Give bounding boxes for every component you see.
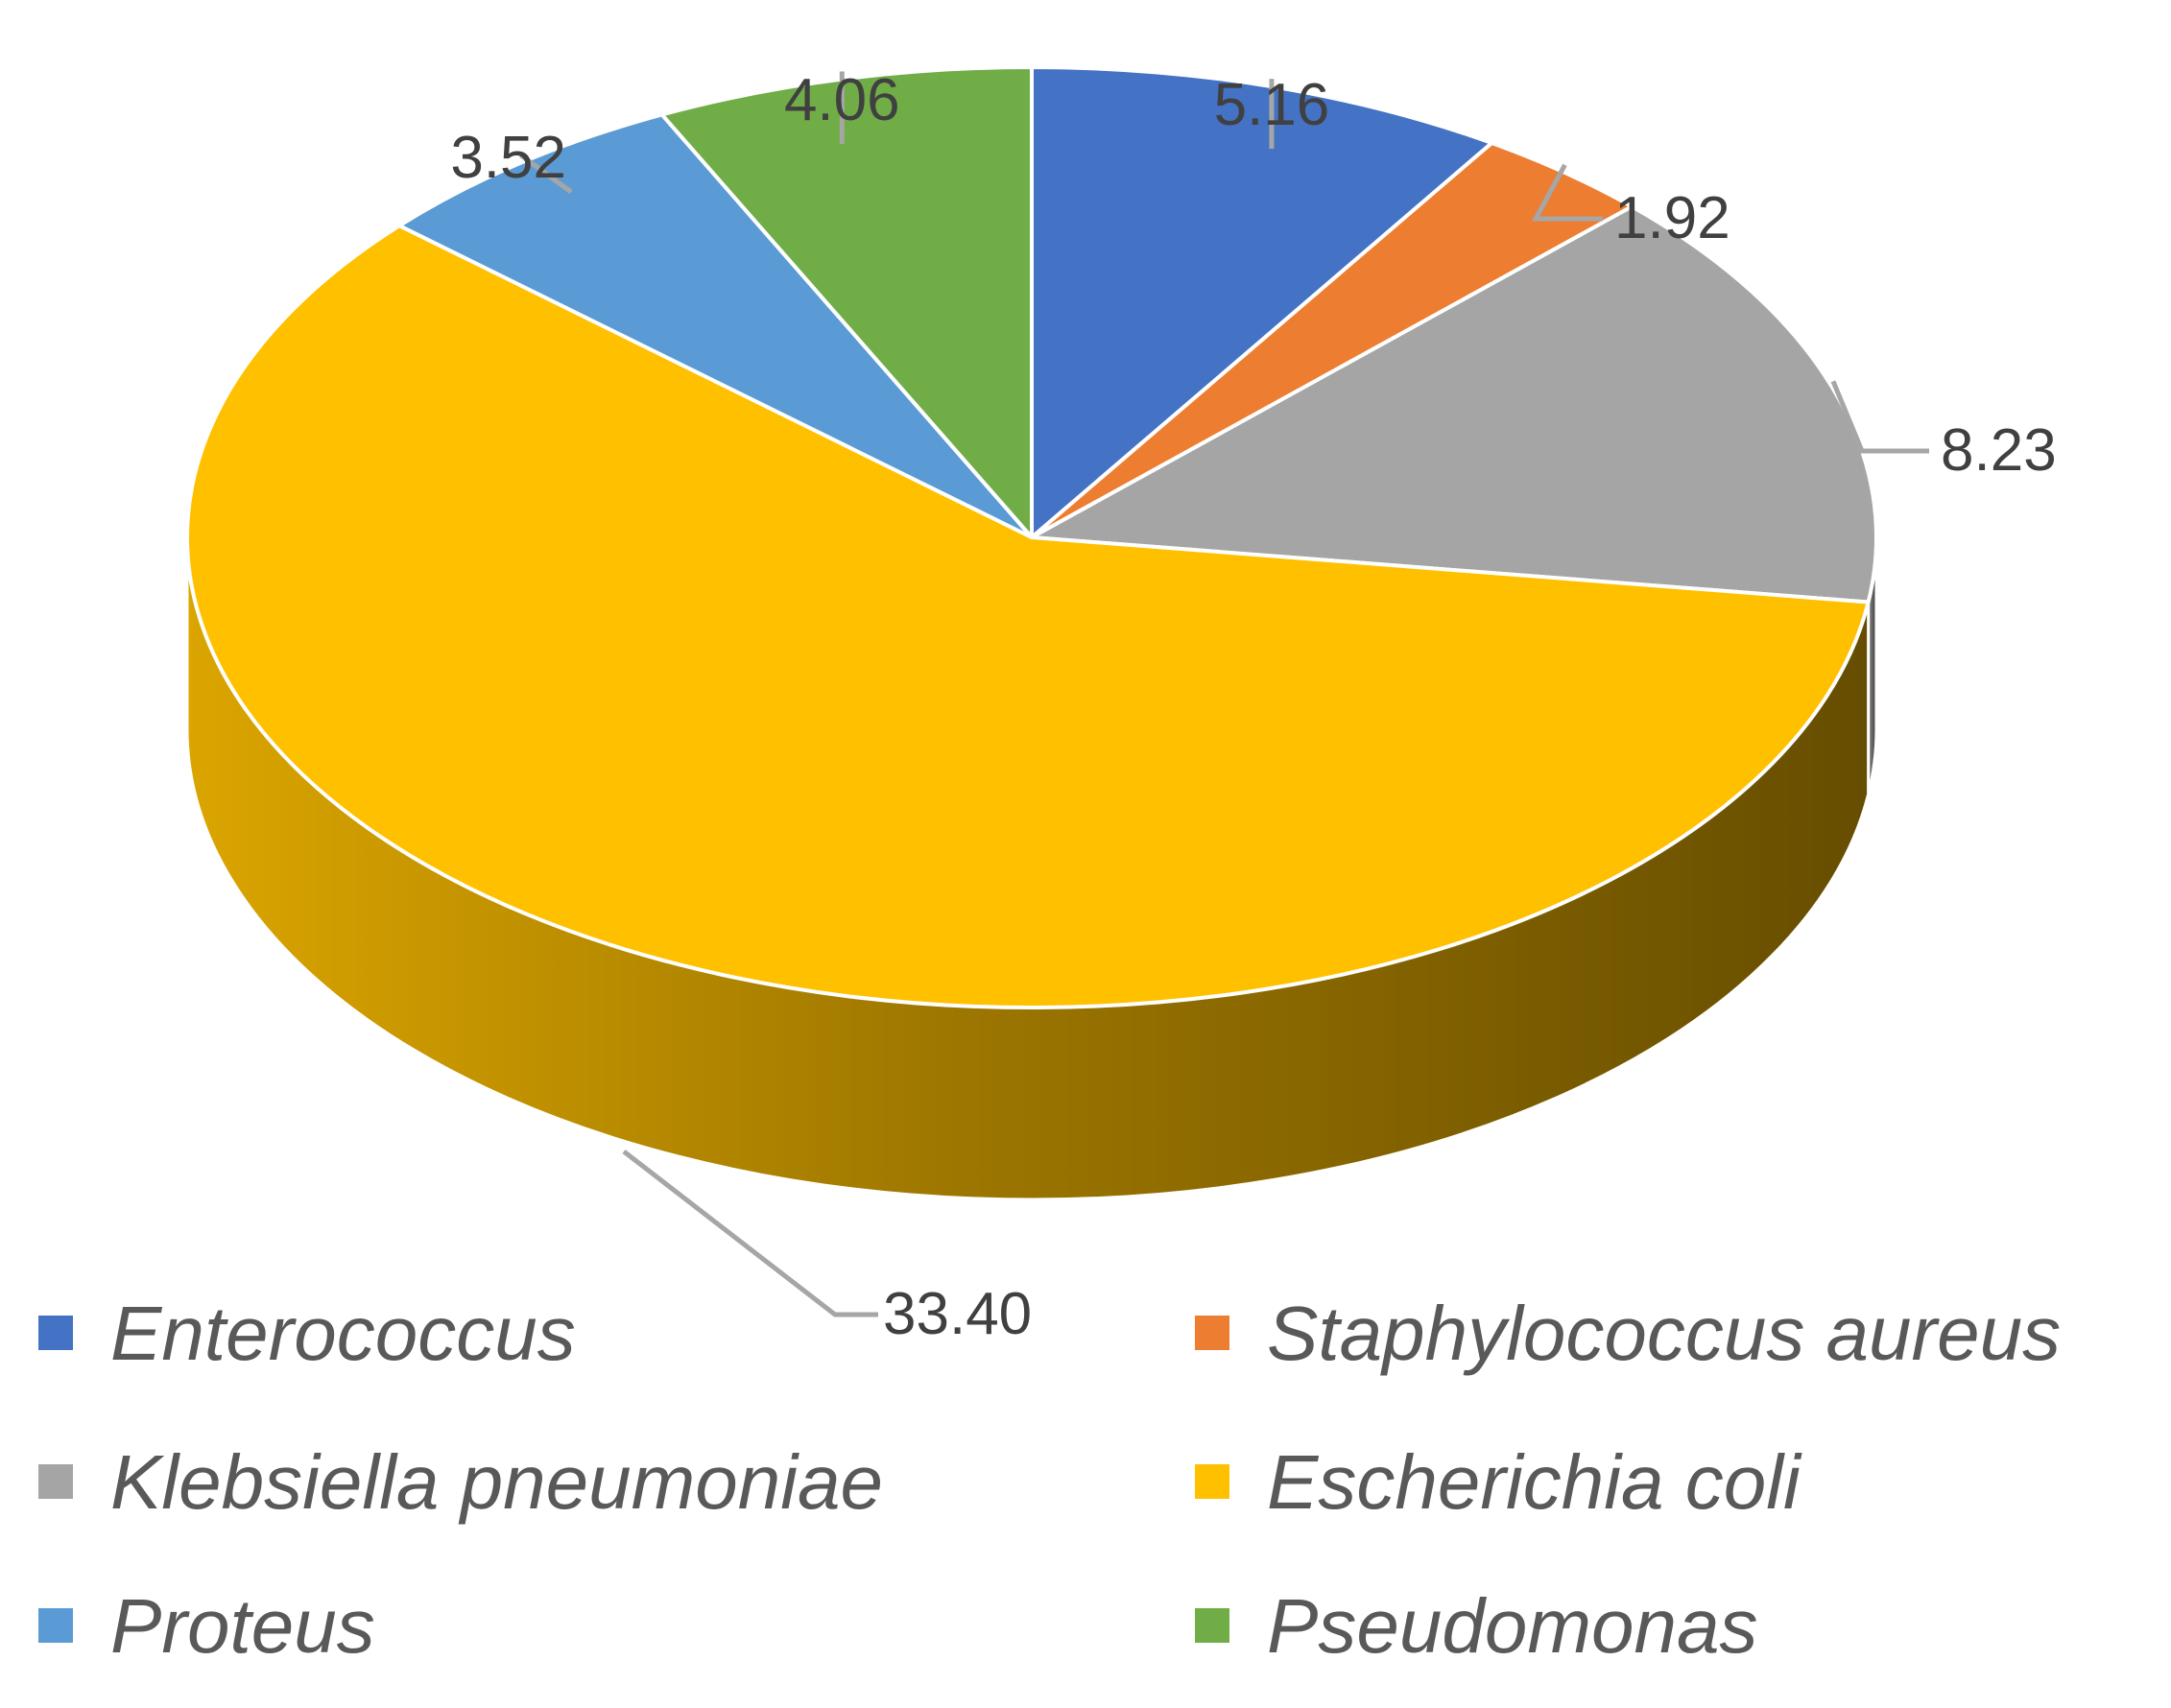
legend-item-enterococcus: Enterococcus	[38, 1291, 576, 1376]
leader-line	[1830, 380, 1929, 454]
legend-item-proteus: Proteus	[38, 1583, 375, 1669]
legend-swatch	[38, 1608, 73, 1643]
legend-label: Escherichia coli	[1267, 1439, 1802, 1525]
data-labels: 5.16 1.92 8.23 33.40 3.52 4.06	[450, 67, 2056, 1347]
data-label: 8.23	[1941, 417, 2057, 484]
legend-swatch	[38, 1464, 73, 1499]
legend-label: Staphylococcus aureus	[1267, 1291, 2061, 1376]
data-label: 33.40	[883, 1281, 1032, 1347]
legend-swatch	[38, 1316, 73, 1350]
legend-label: Enterococcus	[110, 1291, 576, 1376]
legend-label: Pseudomonas	[1267, 1583, 1757, 1669]
legend-label: Proteus	[110, 1583, 375, 1669]
legend-item-klebsiella-pneumoniae: Klebsiella pneumoniae	[38, 1439, 883, 1525]
legend-swatch	[1195, 1316, 1229, 1350]
data-label: 1.92	[1614, 185, 1730, 251]
pie-slice-escherichia-coli	[185, 224, 1871, 1009]
leader-line	[1531, 163, 1603, 222]
data-label: 4.06	[784, 67, 900, 133]
legend-swatch	[1195, 1608, 1229, 1643]
legend-item-escherichia-coli: Escherichia coli	[1195, 1439, 1802, 1525]
legend: Enterococcus Staphylococcus aureus Klebsie…	[38, 1291, 2061, 1669]
data-label: 5.16	[1214, 72, 1330, 138]
pie-slice-proteus	[397, 112, 1034, 539]
pie-slice-klebsiella-pneumoniae	[1030, 204, 1879, 605]
leader-line	[519, 153, 573, 195]
legend-item-pseudomonas: Pseudomonas	[1195, 1583, 1757, 1669]
legend-item-staphylococcus-aureus: Staphylococcus aureus	[1195, 1291, 2061, 1376]
data-label: 3.52	[450, 125, 566, 191]
pie-top	[185, 65, 1879, 1009]
leader-line	[622, 1150, 878, 1317]
legend-label: Klebsiella pneumoniae	[110, 1439, 883, 1525]
leader-lines	[519, 71, 1929, 1317]
legend-swatch	[1195, 1464, 1229, 1499]
